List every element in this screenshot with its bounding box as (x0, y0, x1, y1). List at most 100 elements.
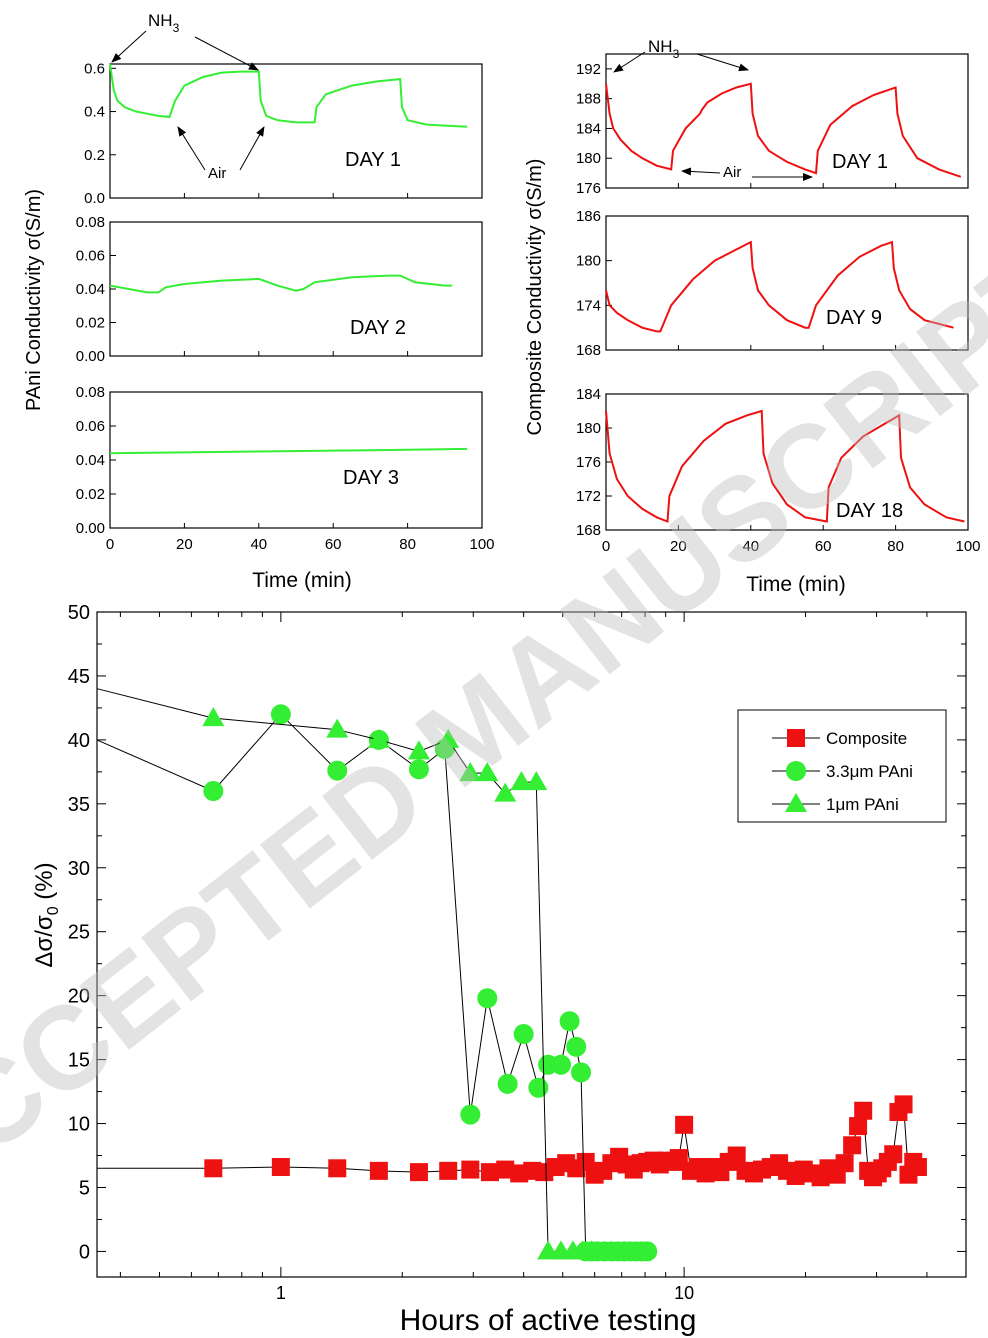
data-point-square (204, 1159, 223, 1178)
nh3-annotation-right: NH3 (648, 37, 680, 61)
composite-x-axis-label: Time (min) (746, 573, 846, 596)
nh3-annotation-left: NH3 (148, 11, 180, 35)
data-point-triangle (326, 718, 349, 738)
response-ytick-label: 40 (68, 730, 90, 752)
comp-panel2-ytick-label: 176 (576, 454, 601, 471)
legend-marker-circle (786, 761, 806, 781)
legend-box (737, 709, 947, 823)
data-point-triangle (525, 771, 548, 791)
composite-y-axis-label: Composite Conductivity σ(S/m) (524, 159, 546, 436)
composite-day1-line (605, 82, 962, 178)
pani-panel2-ytick-label: 0.02 (76, 486, 105, 503)
composite-day9-frame (605, 215, 969, 351)
data-point-square (854, 1101, 873, 1120)
pani-day2-frame (109, 221, 483, 357)
data-point-square (908, 1158, 927, 1177)
data-point-circle (528, 1077, 549, 1098)
data-point-square (849, 1117, 868, 1136)
series-square (97, 1095, 927, 1187)
composite-day1-label: DAY 1 (832, 151, 888, 173)
pani-xtick-label: 40 (250, 536, 267, 553)
pani-day3-label: DAY 3 (343, 467, 399, 489)
comp-xtick-label: 80 (887, 538, 904, 555)
data-point-square (461, 1160, 480, 1179)
comp-panel1-ytick-label: 186 (576, 208, 601, 225)
response-ytick-label: 35 (68, 794, 90, 816)
legend-marker-square (787, 729, 805, 747)
data-point-square (835, 1154, 854, 1173)
pani-day2-label: DAY 2 (350, 317, 406, 339)
series-triangle (96, 688, 603, 1260)
pani-panel0-ytick-label: 0.6 (84, 60, 105, 77)
data-point-square (884, 1145, 903, 1164)
response-legend: Composite 3.3μm PAni 1μm PAni (737, 709, 947, 823)
pani-xtick-label: 20 (176, 536, 193, 553)
pani-xtick-label: 100 (469, 536, 494, 553)
pani-panel0-ytick-label: 0.0 (84, 190, 105, 207)
data-point-triangle (510, 771, 533, 791)
comp-xtick-label: 60 (815, 538, 832, 555)
data-point-square (369, 1161, 388, 1180)
data-point-square (496, 1160, 515, 1179)
comp-panel2-ytick-label: 168 (576, 522, 601, 539)
pani-panel1-ytick-label: 0.02 (76, 315, 105, 332)
data-point-square (843, 1136, 862, 1155)
legend-label: 1μm PAni (826, 795, 899, 814)
air-arrow-2 (239, 126, 265, 171)
data-point-circle (566, 1036, 587, 1057)
pani-xtick-label: 60 (325, 536, 342, 553)
response-plot-frame (96, 611, 967, 1278)
comp-panel1-ytick-label: 180 (576, 253, 601, 270)
data-point-circle (637, 1241, 658, 1262)
response-y-axis-label: Δσ/σ0 (%) (31, 862, 62, 967)
data-point-circle (550, 1054, 571, 1075)
data-point-triangle (437, 728, 460, 748)
comp-panel2-ytick-label: 180 (576, 420, 601, 437)
pani-day3-frame (109, 391, 483, 529)
air-annotation-left: Air (208, 165, 226, 182)
pani-panel2-ytick-label: 0.06 (76, 418, 105, 435)
response-ytick-label: 5 (79, 1177, 90, 1199)
response-chart: 0 5 10 15 20 25 30 35 40 45 50 1 10 Hours of active … (31, 602, 967, 1337)
response-ytick-label: 20 (68, 986, 90, 1008)
composite-panel-day1: 176 180 184 188 192 DAY 1 NH3 Air (576, 37, 969, 197)
nh3-arrow-4 (696, 53, 749, 72)
data-point-square (727, 1146, 746, 1165)
pani-panel1-ytick-label: 0.08 (76, 214, 105, 231)
response-ytick-label: 15 (68, 1050, 90, 1072)
response-xtick-label: 1 (276, 1283, 286, 1303)
pani-panel0-ytick-label: 0.2 (84, 147, 105, 164)
data-point-square (271, 1158, 290, 1177)
composite-panel-day9: 168 174 180 186 DAY 9 (576, 208, 969, 359)
data-point-triangle (476, 762, 499, 782)
pani-day1-frame (109, 63, 483, 199)
response-ytick-label: 10 (68, 1114, 90, 1136)
pani-panel2-ytick-label: 0.00 (76, 520, 105, 537)
response-ytick-label: 25 (68, 922, 90, 944)
pani-day1-line (109, 63, 468, 128)
comp-xtick-label: 40 (742, 538, 759, 555)
response-x-axis-label: Hours of active testing (400, 1304, 697, 1337)
comp-xtick-label: 0 (602, 538, 610, 555)
response-xtick-label: 10 (674, 1283, 694, 1303)
pani-panel1-ytick-label: 0.00 (76, 348, 105, 365)
data-point-square (439, 1161, 458, 1180)
pani-y-axis-label: PAni Conductivity σ(S/m) (23, 189, 45, 411)
comp-panel0-ytick-label: 176 (576, 180, 601, 197)
data-point-circle (408, 759, 429, 780)
pani-day2-line (109, 274, 453, 294)
data-point-triangle (202, 707, 225, 727)
response-ytick-label: 50 (68, 602, 90, 624)
data-point-square (894, 1095, 913, 1114)
data-point-square (480, 1163, 499, 1182)
pani-day1-label: DAY 1 (345, 149, 401, 171)
composite-day9-line (605, 240, 954, 333)
data-point-triangle (580, 1240, 603, 1260)
response-ytick-label: 45 (68, 666, 90, 688)
data-point-triangle (367, 728, 390, 748)
nh3-arrow-3 (613, 51, 646, 73)
data-point-circle (571, 1062, 592, 1083)
data-point-circle (477, 988, 498, 1009)
